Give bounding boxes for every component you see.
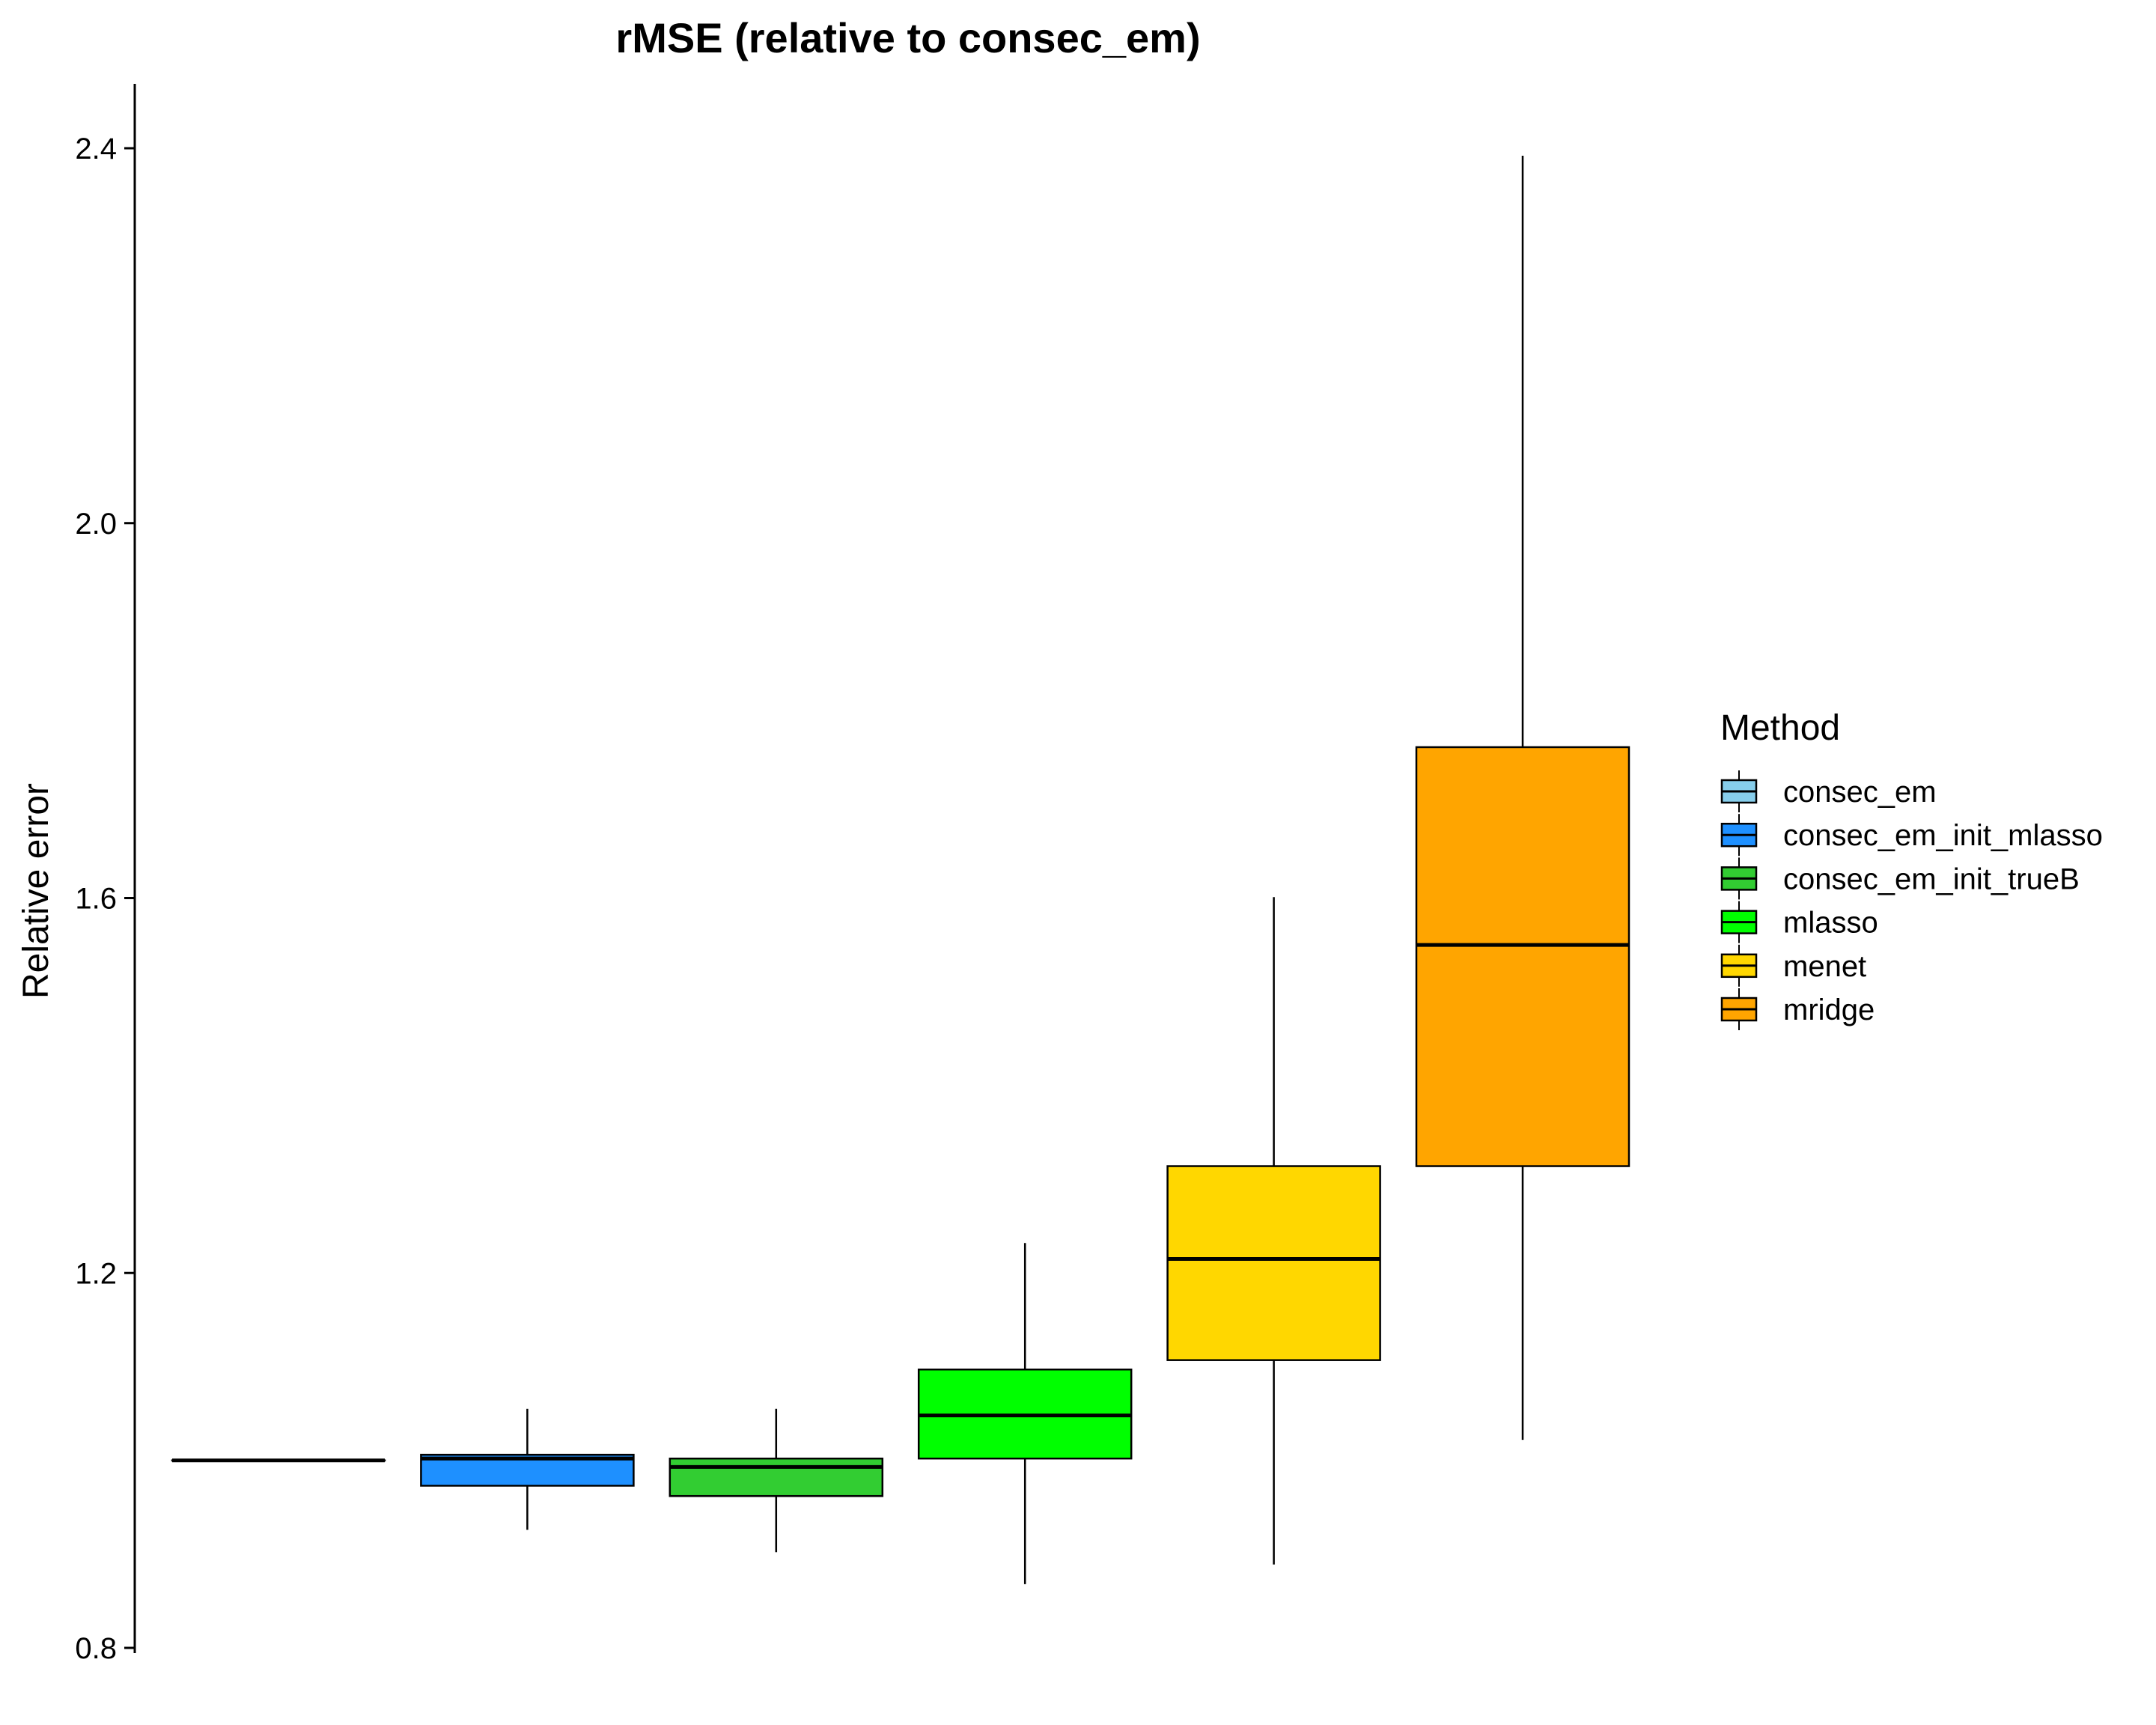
legend-label: consec_em xyxy=(1783,776,1937,809)
box-consec_em_init_mlasso xyxy=(420,1408,635,1530)
legend-label: consec_em_init_mlasso xyxy=(1783,819,2103,852)
legend-items: consec_em consec_em_init_mlasso consec_em_… xyxy=(1720,770,2103,1030)
y-tick-label: 2.4 xyxy=(75,133,117,165)
legend-item-menet: menet xyxy=(1720,944,1866,987)
box-menet xyxy=(1166,897,1381,1565)
y-axis-ticks: 0.8 1.2 1.6 2.0 2.4 xyxy=(75,133,135,1665)
legend-item-mlasso: mlasso xyxy=(1720,901,1878,943)
box-body xyxy=(669,1457,884,1497)
box-body xyxy=(1415,746,1630,1167)
legend-label: mlasso xyxy=(1783,907,1878,940)
legend-label: menet xyxy=(1783,950,1866,983)
y-tick-label: 2.0 xyxy=(75,508,117,541)
box-consec_em_init_trueB xyxy=(669,1408,884,1553)
y-tick-label: 0.8 xyxy=(75,1632,117,1665)
legend-title: Method xyxy=(1720,708,1840,748)
legend-item-consec_em_init_mlasso: consec_em_init_mlasso xyxy=(1720,814,2103,857)
legend-item-consec_em: consec_em xyxy=(1720,770,1937,812)
legend-label: mridge xyxy=(1783,994,1875,1026)
box-mlasso xyxy=(917,1243,1133,1584)
legend: Method consec_emconsec_em_init_mlassocon… xyxy=(1720,708,2103,1030)
y-tick-label: 1.6 xyxy=(75,883,117,916)
y-tick-label: 1.2 xyxy=(75,1257,117,1290)
legend-label: consec_em_init_trueB xyxy=(1783,862,2080,895)
y-axis-title: Relative error xyxy=(16,783,56,999)
legend-item-mridge: mridge xyxy=(1720,988,1875,1030)
plot-boxes xyxy=(171,156,1630,1584)
box-body xyxy=(1166,1165,1381,1361)
chart-title: rMSE (relative to consec_em) xyxy=(615,14,1200,61)
box-mridge xyxy=(1415,156,1630,1440)
legend-item-consec_em_init_trueB: consec_em_init_trueB xyxy=(1720,857,2080,900)
